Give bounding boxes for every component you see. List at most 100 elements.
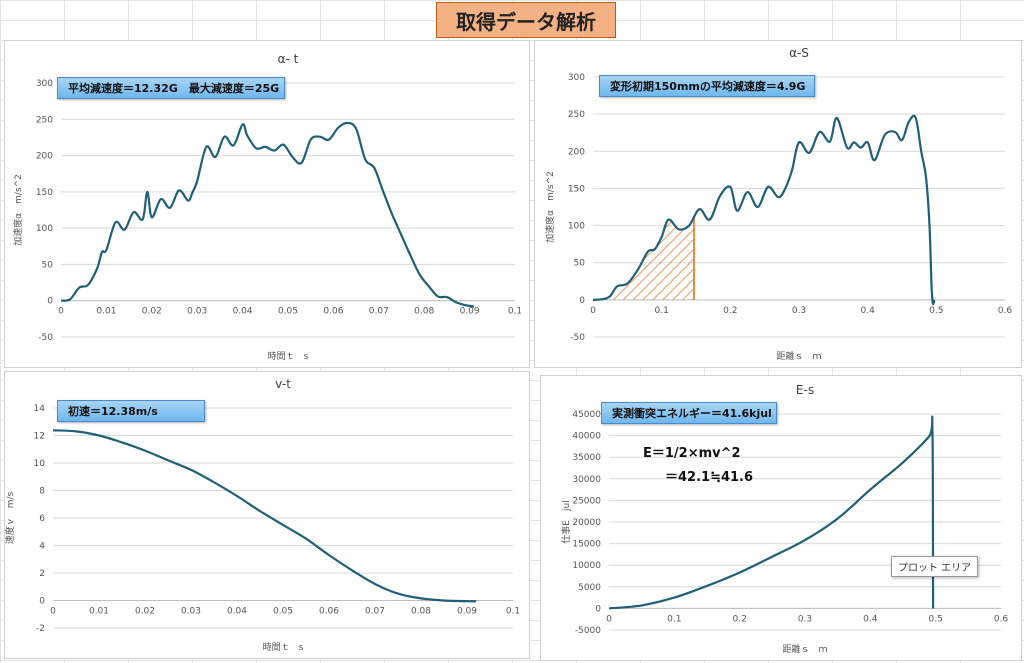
plot-area-tooltip: プロット エリア	[891, 556, 979, 577]
x-tick-label: 0.05	[278, 307, 298, 317]
y-tick-label: 15000	[572, 540, 601, 550]
x-tick-label: 0.06	[319, 607, 339, 617]
y-tick-label: 10000	[572, 561, 601, 571]
chart-v-t[interactable]: -2 0 2 4 6 8 10 12 14 0 0.01 0.02 0.03 0.04 0.05 0.06 0.…	[4, 371, 530, 659]
x-tick-label: 0.01	[96, 307, 116, 317]
y-tick-label: -50	[570, 333, 585, 343]
y-tick-label: 150	[36, 188, 53, 198]
x-tick-label: 0.04	[233, 307, 253, 317]
energy-formula-line-1: E＝1/2×mv^2	[643, 446, 741, 461]
y-tick-label: 5000	[578, 583, 601, 593]
y-tick-label: 50	[574, 259, 586, 269]
y-tick-label: 2	[39, 569, 45, 579]
x-tick-label: 0.6	[994, 614, 1009, 624]
x-tick-label: 0.03	[187, 307, 207, 317]
y-tick-label: 6	[39, 514, 45, 524]
y-axis-label: 仕事E jul	[560, 500, 572, 543]
y-tick-label: -5000	[575, 626, 601, 636]
y-tick-label: 100	[36, 224, 53, 234]
y-axis-label: 加速度α m/s^2	[12, 174, 24, 246]
chart-title: α- t	[278, 52, 299, 66]
x-tick-label: 0.02	[135, 607, 155, 617]
x-tick-label: 0.6	[998, 306, 1013, 316]
y-tick-label: 50	[42, 260, 54, 270]
y-tick-label: 40000	[572, 432, 601, 442]
chart-a-S[interactable]: -50 0 50 100 150 200 250 300 0 0.1 0.2 0.3 0.4 0.5 0.6…	[534, 40, 1022, 368]
x-tick-label: 0.3	[798, 614, 812, 624]
y-tick-label: 30000	[572, 475, 601, 485]
y-tick-label: 250	[36, 115, 53, 125]
x-tick-label: 0.01	[89, 607, 109, 617]
y-axis-label: 速度ｖ m/s	[5, 491, 16, 544]
y-tick-label: 200	[568, 147, 585, 157]
chart-title: v-t	[275, 377, 291, 391]
y-tick-label: 300	[568, 73, 585, 83]
y-tick-label: 8	[39, 487, 45, 497]
y-tick-label: 0	[595, 604, 601, 614]
x-tick-label: 0.06	[323, 307, 343, 317]
y-tick-label: 150	[568, 184, 585, 194]
x-tick-label: 0.3	[792, 306, 806, 316]
y-tick-label: 250	[568, 110, 585, 120]
x-tick-label: 0.1	[667, 614, 681, 624]
a-S-annotation: 変形初期150mmの平均減速度＝4.9G	[599, 75, 815, 97]
y-tick-label: 0	[579, 296, 585, 306]
x-tick-label: 0.1	[655, 306, 669, 316]
x-tick-label: 0.09	[457, 607, 477, 617]
y-axis-label: 加速度α m/s^2	[544, 171, 556, 243]
x-tick-label: 0.04	[227, 607, 247, 617]
y-tick-label: 200	[36, 152, 53, 162]
page-title: 取得データ解析	[436, 2, 616, 38]
chart-title: α-S	[789, 46, 809, 60]
x-tick-label: 0.08	[414, 307, 434, 317]
series-line	[52, 429, 477, 603]
chart-title: E-s	[796, 383, 814, 397]
x-tick-label: 0.05	[273, 607, 293, 617]
E-s-annotation: 実測衝突エネルギー＝41.6kjul	[601, 402, 777, 424]
y-tick-label: 300	[36, 79, 53, 89]
x-tick-label: 0.09	[460, 307, 480, 317]
x-tick-label: 0.02	[142, 307, 162, 317]
y-tick-label: -2	[36, 624, 45, 634]
x-tick-label: 0.4	[863, 614, 878, 624]
x-axis-label: 距離ｓ ｍ	[776, 350, 821, 362]
x-tick-label: 0	[50, 607, 56, 617]
x-tick-label: 0.1	[508, 307, 522, 317]
x-tick-label: 0.2	[733, 614, 747, 624]
x-tick-label: 0.5	[929, 306, 943, 316]
y-tick-label: 0	[47, 297, 53, 307]
y-tick-label: 20000	[572, 518, 601, 528]
series-line	[608, 415, 935, 610]
a-t-annotation: 平均減速度＝12.32G 最大減速度＝25G	[57, 77, 285, 99]
x-axis-label: 時間ｔ s	[268, 351, 309, 362]
y-tick-label: 25000	[572, 496, 601, 506]
y-tick-label: 45000	[572, 410, 601, 420]
y-tick-label: -50	[38, 333, 53, 343]
chart-E-s[interactable]: -5000 0 5000 10000 15000 20000 25000 30000 35000…	[540, 375, 1022, 661]
x-tick-label: 0	[590, 306, 596, 316]
energy-formula-line-2: ＝42.1≒41.6	[665, 470, 754, 485]
x-tick-label: 0	[58, 307, 64, 317]
x-tick-label: 0	[606, 614, 612, 624]
series-line	[592, 114, 936, 306]
x-tick-label: 0.1	[506, 607, 520, 617]
y-tick-label: 0	[39, 597, 45, 607]
x-tick-label: 0.5	[929, 614, 943, 624]
chart-a-S-svg: -50 0 50 100 150 200 250 300 0 0.1 0.2 0.3 0.4 0.5 0.6…	[544, 46, 1013, 362]
x-tick-label: 0.4	[861, 306, 876, 316]
y-tick-label: 4	[39, 542, 45, 552]
v-t-annotation: 初速＝12.38m/s	[57, 400, 205, 422]
y-tick-label: 35000	[572, 453, 601, 463]
y-tick-label: 100	[568, 222, 585, 232]
y-tick-label: 10	[34, 459, 46, 469]
x-axis-label: 距離ｓ ｍ	[782, 643, 827, 655]
series-line	[60, 121, 475, 308]
y-tick-label: 14	[34, 404, 46, 414]
x-axis-label: 時間ｔ s	[263, 642, 304, 653]
y-tick-label: 12	[34, 432, 45, 442]
x-tick-label: 0.08	[411, 607, 431, 617]
x-tick-label: 0.07	[365, 607, 385, 617]
x-tick-label: 0.07	[369, 307, 389, 317]
x-tick-label: 0.2	[723, 306, 737, 316]
chart-a-t[interactable]: -50 0 50 100 150 200 250 300 0 0.01 0.02 0.03 0.04 0.…	[4, 40, 530, 368]
